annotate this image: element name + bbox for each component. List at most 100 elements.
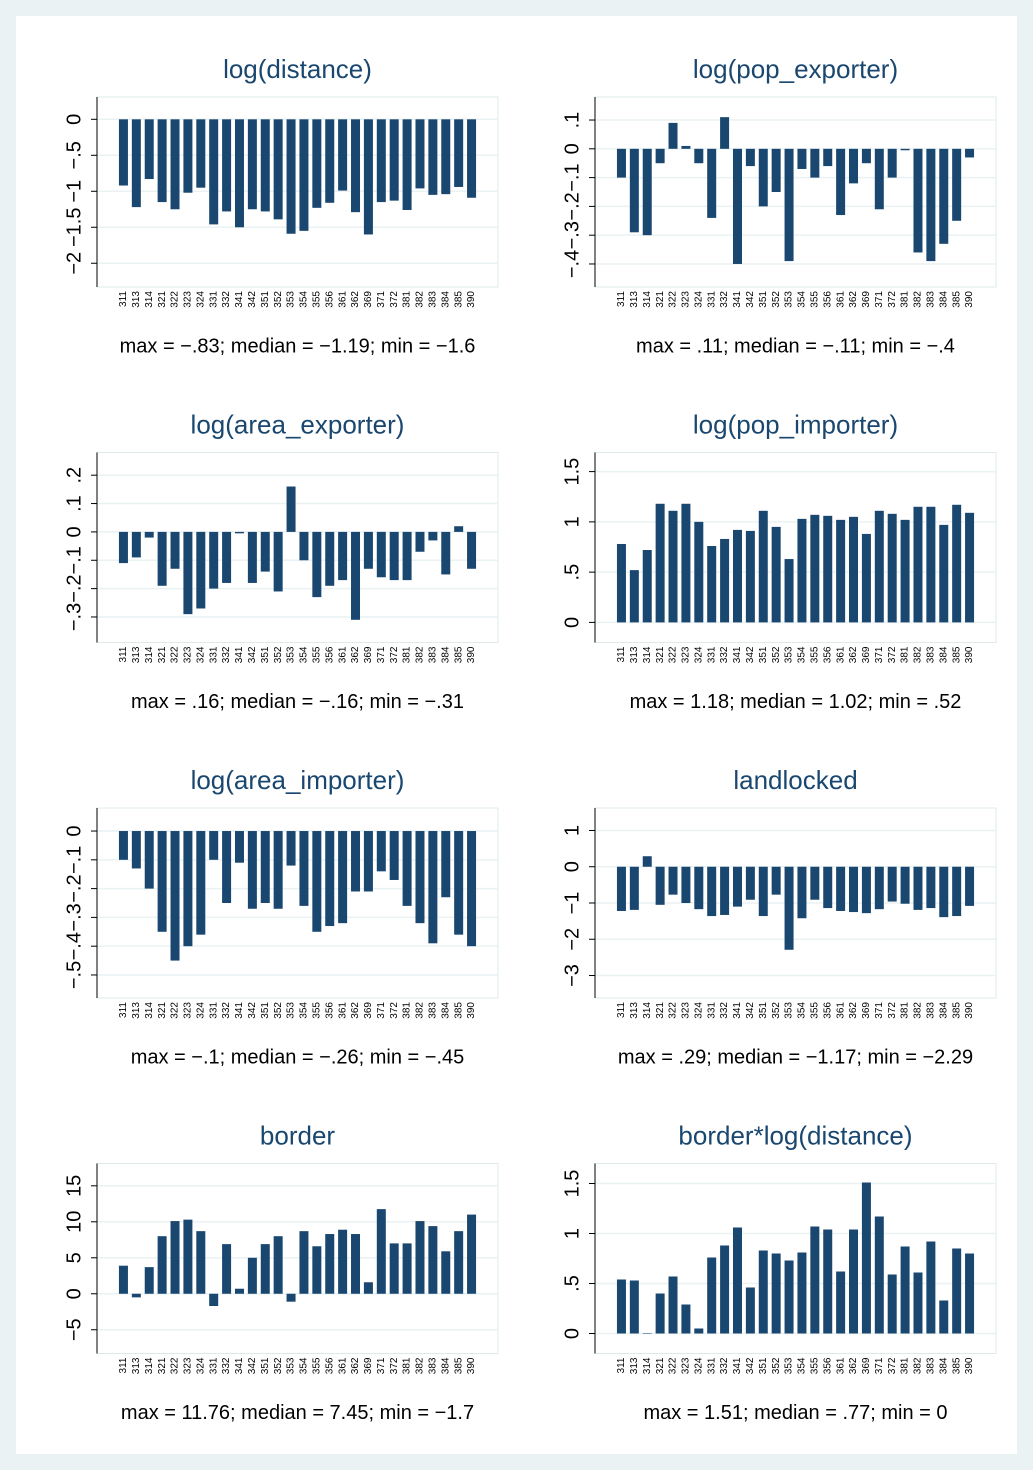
x-tick-label: 353 <box>286 1002 297 1019</box>
x-tick-label: 353 <box>784 291 795 308</box>
x-tick-label: 314 <box>642 291 653 308</box>
bar <box>170 119 180 210</box>
y-tick-label: −.1 <box>63 846 85 874</box>
bar <box>681 1304 691 1334</box>
bar <box>732 866 742 907</box>
bar <box>234 531 244 534</box>
bar <box>874 510 884 623</box>
bar <box>415 831 425 924</box>
x-tick-label: 331 <box>208 1357 219 1374</box>
x-tick-label: 369 <box>363 646 374 663</box>
bar <box>234 831 244 863</box>
bar <box>797 148 807 169</box>
bar <box>222 531 232 583</box>
x-tick-label: 355 <box>311 1002 322 1019</box>
bar <box>861 866 871 914</box>
x-tick-label: 313 <box>131 646 142 663</box>
bar <box>144 119 154 180</box>
chart-title: log(area_importer) <box>191 765 405 795</box>
bar <box>325 831 335 927</box>
y-tick-label: −.2 <box>63 874 85 902</box>
bar <box>952 148 962 221</box>
y-tick-label: −.3 <box>561 221 583 249</box>
x-tick-label: 351 <box>260 646 271 663</box>
x-tick-label: 314 <box>144 291 155 308</box>
x-tick-label: 381 <box>402 291 413 308</box>
bar <box>196 831 206 935</box>
bar <box>836 148 846 216</box>
bar <box>402 531 412 581</box>
x-tick-label: 324 <box>693 291 704 308</box>
y-tick-label: −.1 <box>561 163 583 191</box>
bar <box>273 119 283 220</box>
y-tick-label: 10 <box>63 1211 85 1233</box>
bar <box>900 519 910 623</box>
bar <box>668 1276 678 1334</box>
bar <box>849 1229 859 1334</box>
x-tick-label: 313 <box>131 1357 142 1374</box>
y-tick-label: .5 <box>561 1275 583 1292</box>
x-tick-label: 324 <box>195 1357 206 1374</box>
bar <box>952 866 962 917</box>
x-tick-label: 353 <box>286 291 297 308</box>
bar <box>758 866 768 917</box>
bar <box>758 510 768 623</box>
bar <box>363 831 373 892</box>
x-tick-label: 390 <box>466 1357 477 1374</box>
x-tick-label: 371 <box>376 1002 387 1019</box>
x-tick-label: 324 <box>693 1002 704 1019</box>
plot-area <box>594 452 997 643</box>
x-tick-label: 371 <box>874 1002 885 1019</box>
x-tick-label: 342 <box>247 291 258 308</box>
x-tick-label: 385 <box>453 1002 464 1019</box>
bar <box>234 119 244 228</box>
bar <box>642 1333 652 1334</box>
bar <box>784 866 794 950</box>
bar <box>454 119 464 187</box>
x-tick-label: 390 <box>964 646 975 663</box>
x-tick-label: 313 <box>629 1357 640 1374</box>
x-tick-label: 323 <box>183 1357 194 1374</box>
x-tick-label: 351 <box>758 1002 769 1019</box>
y-tick-label: −.5 <box>63 141 85 169</box>
y-tick-label: −2 <box>63 252 85 275</box>
chart-title: border <box>260 1120 335 1150</box>
x-tick-label: 356 <box>822 1002 833 1019</box>
bar <box>797 1252 807 1334</box>
bar <box>183 531 193 615</box>
bar <box>157 531 167 586</box>
bar <box>965 148 975 158</box>
y-tick-label: −1 <box>63 180 85 203</box>
x-tick-label: 384 <box>440 646 451 663</box>
bar <box>376 531 386 578</box>
x-tick-label: 323 <box>681 646 692 663</box>
bar <box>952 504 962 623</box>
bar <box>965 866 975 906</box>
x-tick-label: 313 <box>629 646 640 663</box>
x-tick-label: 341 <box>234 646 245 663</box>
y-tick-label: 1 <box>561 516 583 527</box>
bar <box>849 516 859 623</box>
y-tick-label: 0 <box>63 114 85 125</box>
bar <box>299 831 309 906</box>
bar <box>260 831 270 903</box>
bar <box>823 515 833 623</box>
bar <box>668 122 678 149</box>
bar <box>797 518 807 623</box>
y-tick-label: −5 <box>63 1318 85 1341</box>
x-tick-label: 311 <box>616 1357 627 1373</box>
bar <box>131 119 141 208</box>
bar <box>312 831 322 932</box>
bar <box>325 119 335 203</box>
x-tick-label: 372 <box>389 291 400 308</box>
x-tick-label: 381 <box>900 1357 911 1374</box>
bar <box>849 148 859 184</box>
x-tick-label: 369 <box>363 1002 374 1019</box>
bar <box>286 1293 296 1302</box>
x-tick-label: 332 <box>719 1357 730 1374</box>
x-tick-label: 352 <box>273 646 284 663</box>
x-tick-label: 361 <box>337 646 348 663</box>
x-tick-label: 341 <box>732 646 743 663</box>
x-tick-label: 369 <box>363 1357 374 1374</box>
x-tick-label: 353 <box>784 1357 795 1374</box>
